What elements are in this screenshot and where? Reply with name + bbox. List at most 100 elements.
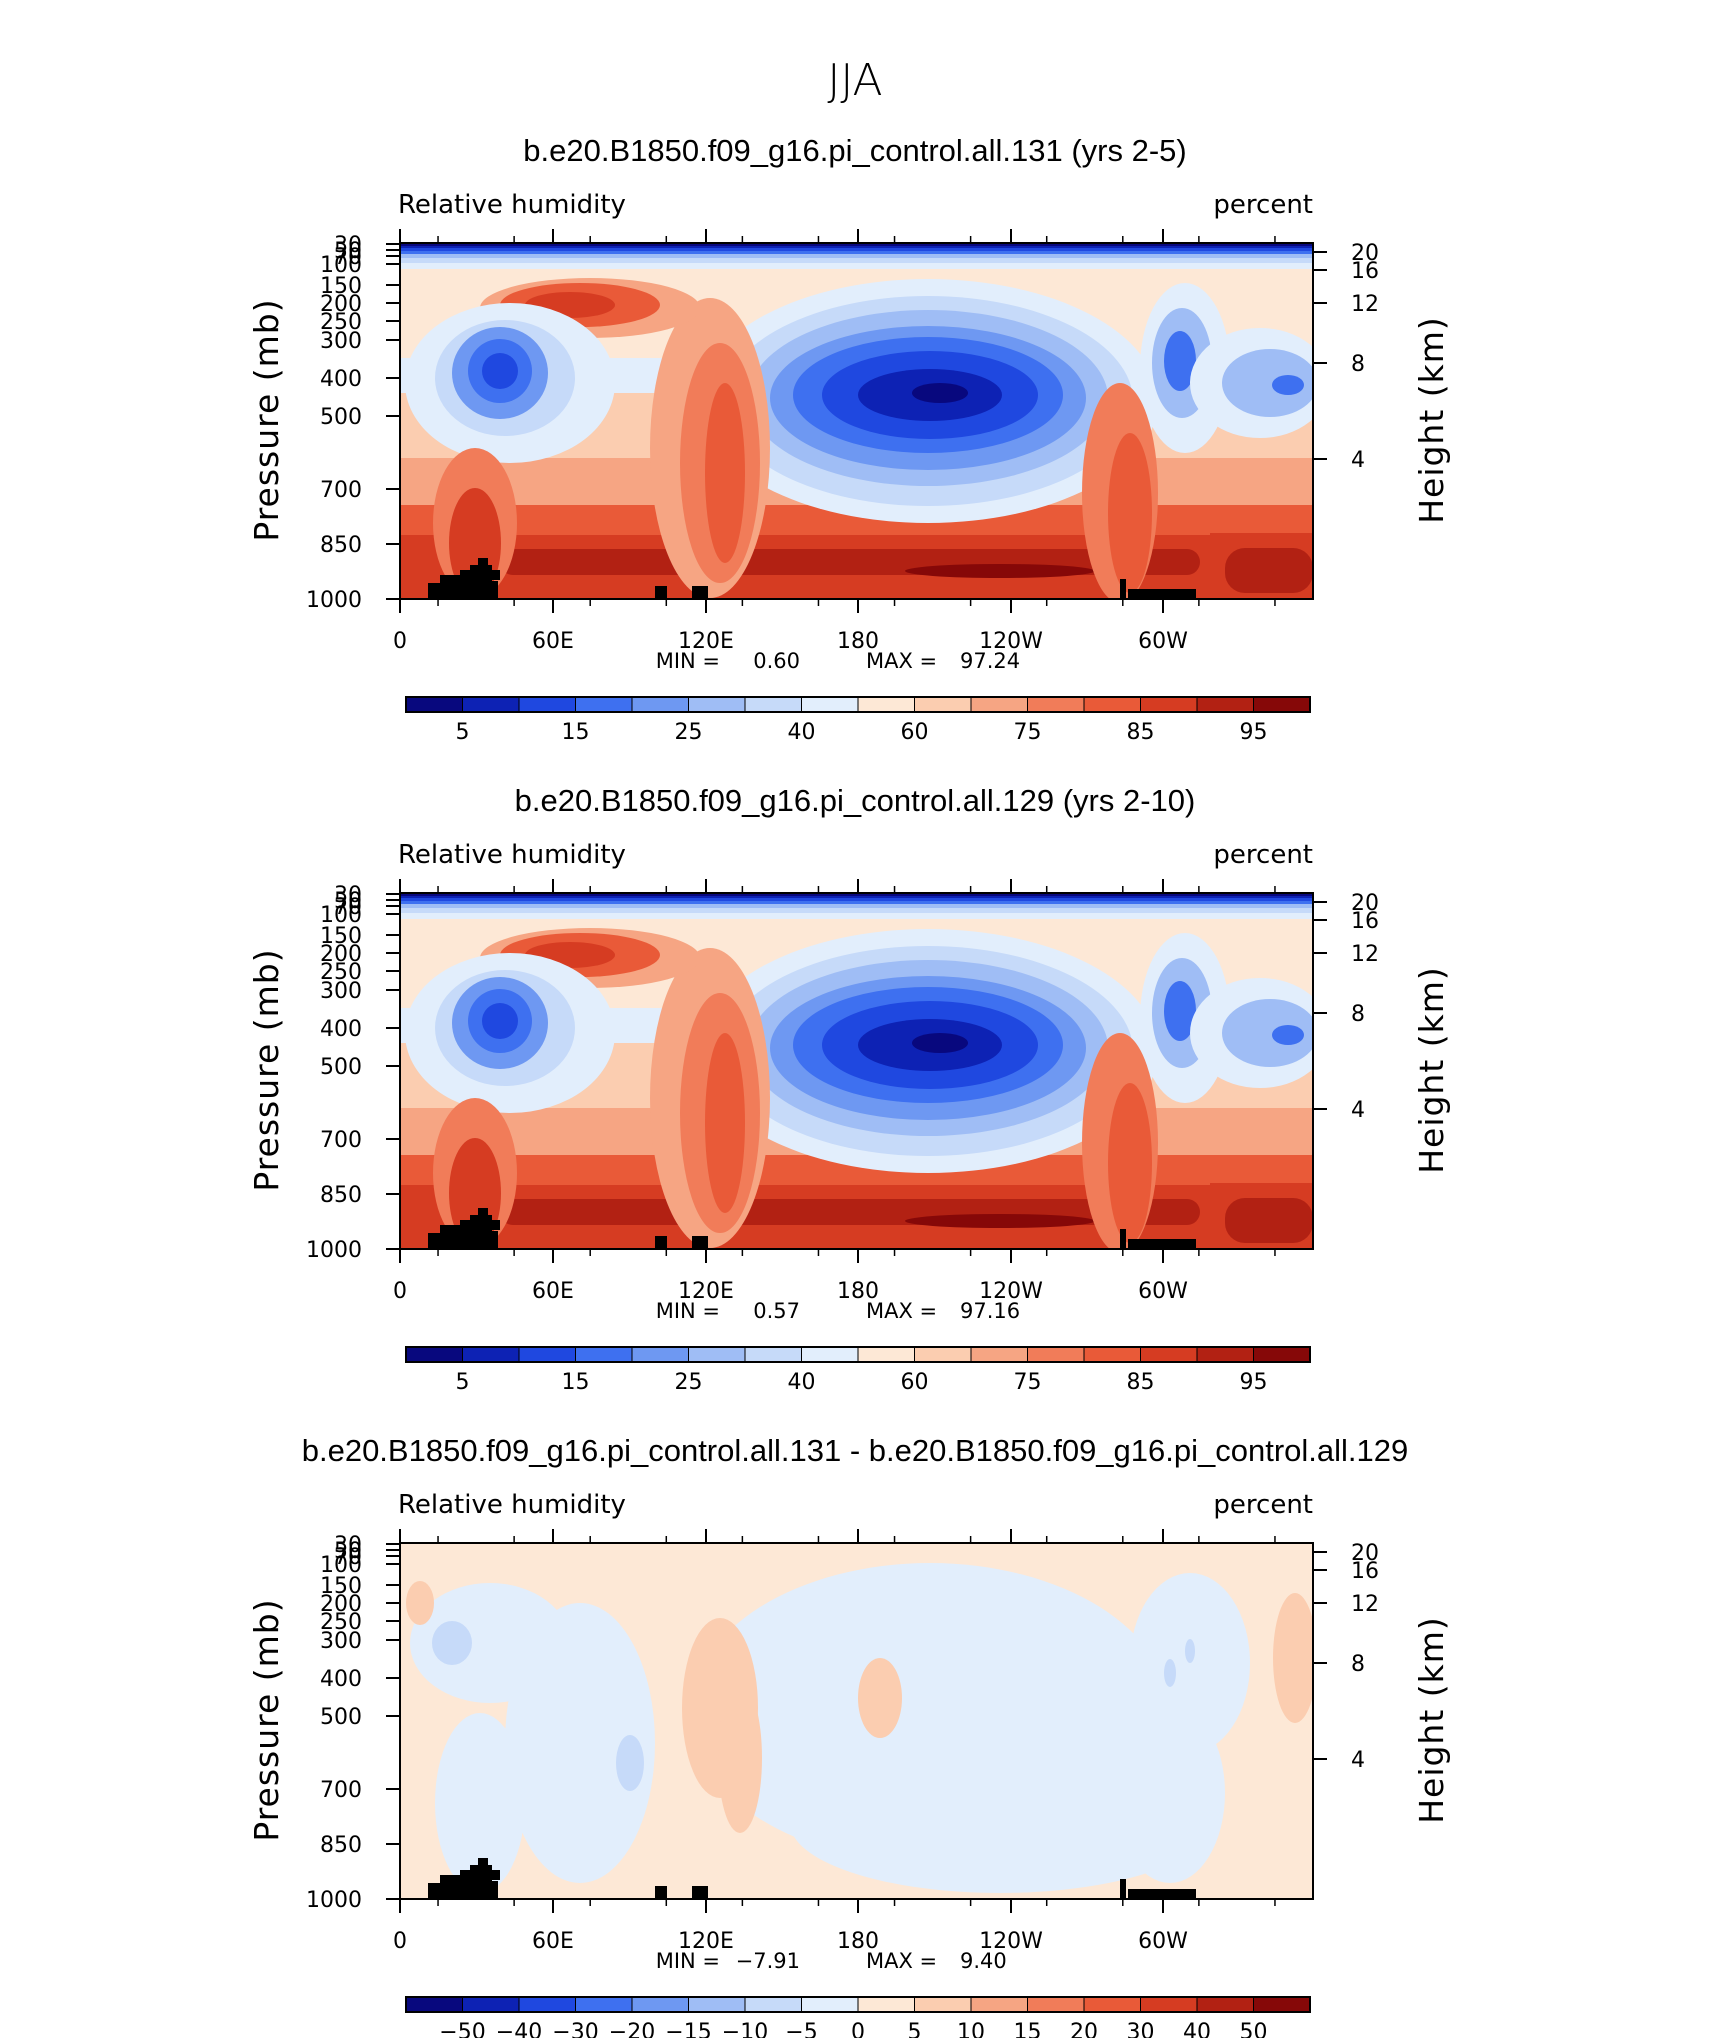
topography-mask: [440, 1875, 470, 1883]
topography-mask: [655, 586, 667, 599]
colorbar-swatch: [970, 696, 1028, 713]
y2-tick-label: 8: [1351, 352, 1365, 377]
min-value: −7.91: [736, 1949, 800, 1973]
y-tick-label: 300: [320, 979, 362, 1004]
plot-frame: [399, 242, 1314, 600]
y-tick-label: 200: [320, 942, 362, 967]
colorbar-swatch: [1253, 1346, 1311, 1363]
colorbar-label: −30: [552, 2020, 598, 2038]
stratosphere-band: [400, 893, 1313, 896]
colorbar-swatch: [801, 1346, 859, 1363]
topography-mask: [460, 1870, 500, 1880]
colorbar-swatch: [462, 1346, 520, 1363]
x-tick-label: 60W: [1138, 1929, 1188, 1954]
y-tick-label: 850: [320, 1183, 362, 1208]
contour-region: [905, 564, 1095, 578]
contour-region: [1108, 433, 1152, 593]
topography-mask: [655, 1236, 667, 1249]
colorbar-swatch: [1027, 696, 1085, 713]
y-tick-label: 50: [334, 239, 362, 264]
colorbar-label: 85: [1127, 1370, 1155, 1395]
topography-mask: [692, 1236, 708, 1249]
y2-tick-label: 12: [1351, 292, 1379, 317]
panel-2: b.e20.B1850.f09_g16.pi_control.all.129 (…: [247, 783, 1451, 1395]
max-value: 97.16: [960, 1299, 1020, 1323]
colorbar-swatch: [744, 696, 802, 713]
colorbar-swatch: [405, 696, 463, 713]
colorbar-swatch: [1140, 1346, 1198, 1363]
contour-region: [905, 1214, 1095, 1228]
colorbar-swatch: [914, 1346, 972, 1363]
colorbar-swatch: [914, 696, 972, 713]
x-tick-label: 0: [393, 1279, 407, 1304]
topography-mask: [478, 1208, 488, 1216]
colorbar-label: 5: [456, 1370, 470, 1395]
colorbar-swatch: [518, 696, 576, 713]
contour-region: [1164, 981, 1196, 1041]
y-tick-label: 700: [320, 1128, 362, 1153]
y-tick-label: 250: [320, 960, 362, 985]
colorbar-label: −5: [785, 2020, 817, 2038]
topography-mask: [440, 1225, 470, 1233]
y-tick-label: 50: [334, 1539, 362, 1564]
y2-axis-title: Height (km): [1412, 1616, 1451, 1824]
colorbar-swatch: [462, 696, 520, 713]
colorbar-swatch: [631, 1996, 689, 2013]
min-label: MIN =: [656, 1299, 720, 1323]
topography-mask: [478, 558, 488, 566]
x-tick-label: 180: [837, 1929, 879, 1954]
colorbar-swatch: [1083, 1996, 1141, 2013]
colorbar-label: 40: [788, 1370, 816, 1395]
y-tick-label: 1000: [306, 1888, 362, 1913]
y-tick-label: 100: [320, 903, 362, 928]
contour-region: [482, 1003, 518, 1039]
y2-tick-label: 20: [1351, 891, 1379, 916]
y-tick-label: 30: [334, 883, 362, 908]
x-tick-label: 120E: [678, 629, 734, 654]
y-tick-label: 70: [334, 245, 362, 270]
y2-tick-label: 16: [1351, 259, 1379, 284]
colorbar-swatch: [518, 1346, 576, 1363]
colorbar-swatch: [1027, 1346, 1085, 1363]
topography-mask: [478, 1858, 488, 1866]
y2-tick-label: 12: [1351, 1592, 1379, 1617]
y2-tick-label: 8: [1351, 1652, 1365, 1677]
colorbar-swatch: [1027, 1996, 1085, 2013]
x-tick-label: 60E: [532, 629, 574, 654]
colorbar-swatch: [857, 1996, 915, 2013]
contour-region: [432, 1621, 472, 1665]
contour-region: [705, 1033, 745, 1213]
max-value: 97.24: [960, 649, 1020, 673]
colorbar-label: 10: [957, 2020, 985, 2038]
contour-field: [400, 243, 1313, 599]
colorbar-label: 0: [851, 2020, 865, 2038]
y-tick-label: 70: [334, 895, 362, 920]
colorbar-label: 15: [562, 720, 590, 745]
x-tick-label: 120E: [678, 1929, 734, 1954]
colorbar-swatch: [744, 1346, 802, 1363]
contour-region: [406, 1581, 434, 1625]
y-tick-label: 200: [320, 1592, 362, 1617]
y-axis-title: Pressure (mb): [247, 948, 286, 1191]
colorbar-swatch: [801, 1996, 859, 2013]
colorbar-swatch: [518, 1996, 576, 2013]
y2-tick-label: 16: [1351, 1559, 1379, 1584]
contour-region: [1272, 1025, 1304, 1045]
topography-mask: [1120, 1229, 1126, 1249]
y-tick-label: 700: [320, 478, 362, 503]
y-tick-label: 100: [320, 253, 362, 278]
contour-region: [858, 1658, 902, 1738]
plot-frame: [399, 892, 1314, 1250]
panel-title: b.e20.B1850.f09_g16.pi_control.all.131 -…: [302, 1433, 1409, 1468]
contour-region: [718, 1683, 762, 1833]
topography-mask: [655, 1886, 667, 1899]
colorbar-label: −40: [496, 2020, 542, 2038]
x-tick-label: 180: [837, 1279, 879, 1304]
topography-mask: [1128, 1239, 1196, 1249]
contour-region: [1164, 1659, 1176, 1687]
colorbar-swatch: [631, 1346, 689, 1363]
colorbar-swatch: [688, 696, 746, 713]
colorbar-swatch: [1196, 696, 1254, 713]
colorbar-swatch: [1140, 1996, 1198, 2013]
